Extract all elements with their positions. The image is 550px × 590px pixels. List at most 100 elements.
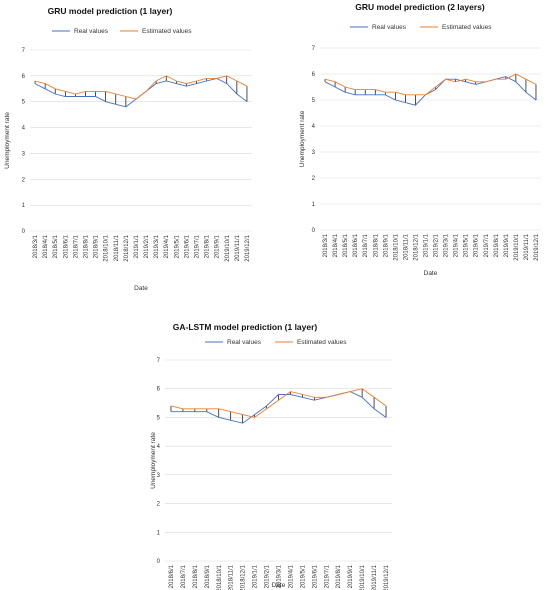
y-tick-label: 4 bbox=[157, 444, 161, 450]
legend-entry: Real values bbox=[372, 24, 407, 31]
series-line bbox=[324, 76, 537, 106]
x-axis-label: Date bbox=[134, 285, 148, 292]
x-tick-label: 2019/5/1 bbox=[300, 564, 306, 588]
series-line bbox=[170, 388, 387, 418]
chart-2: GRU model prediction (2 layers) Real valu… bbox=[299, 2, 541, 277]
x-tick-label: 2018/11/1 bbox=[403, 233, 409, 260]
chart-title: GRU model prediction (1 layer) bbox=[48, 6, 173, 16]
x-tick-label: 2018/9/1 bbox=[383, 233, 389, 257]
x-tick-label: 2019/9/1 bbox=[348, 564, 354, 588]
x-tick-label: 2018/10/1 bbox=[217, 564, 223, 590]
y-tick-label: 6 bbox=[22, 74, 26, 80]
y-tick-label: 4 bbox=[22, 126, 26, 132]
x-tick-label: 2019/1/1 bbox=[253, 564, 259, 588]
chart-title: GA-LSTM model prediction (1 layer) bbox=[173, 322, 318, 332]
x-tick-label: 2019/1/1 bbox=[423, 233, 429, 257]
x-tick-label: 2019/3/1 bbox=[154, 234, 160, 258]
x-tick-label: 2018/5/1 bbox=[343, 233, 349, 257]
y-tick-label: 0 bbox=[312, 228, 316, 234]
y-tick-label: 2 bbox=[157, 502, 161, 508]
x-tick-label: 2018/7/1 bbox=[181, 564, 187, 588]
x-tick-label: 2019/12/1 bbox=[245, 234, 251, 261]
x-tick-label: 2018/9/1 bbox=[205, 564, 211, 588]
x-tick-label: 2019/8/1 bbox=[205, 234, 211, 258]
chart-3: GA-LSTM model prediction (1 layer) Real v… bbox=[150, 322, 392, 590]
legend-entry: Estimated values bbox=[142, 28, 192, 35]
x-tick-label: 2019/11/1 bbox=[372, 564, 378, 590]
x-tick-label: 2018/9/1 bbox=[94, 234, 100, 258]
legend-entry: Real values bbox=[227, 339, 262, 346]
x-tick-label: 2019/6/1 bbox=[184, 234, 190, 258]
y-tick-label: 2 bbox=[22, 177, 26, 183]
y-tick-label: 7 bbox=[157, 358, 161, 364]
chart-1: GRU model prediction (1 layer) Real value… bbox=[4, 6, 252, 292]
x-tick-label: 2019/11/1 bbox=[235, 234, 241, 261]
y-tick-label: 6 bbox=[312, 72, 316, 78]
x-tick-label: 2018/7/1 bbox=[363, 233, 369, 257]
y-tick-label: 7 bbox=[22, 48, 26, 54]
y-tick-label: 3 bbox=[312, 150, 316, 156]
x-tick-label: 2018/11/1 bbox=[229, 564, 235, 590]
y-axis-label: Unemployment rate bbox=[4, 112, 11, 169]
y-tick-label: 7 bbox=[312, 46, 316, 52]
x-tick-label: 2019/7/1 bbox=[324, 564, 330, 588]
x-axis-label: Date bbox=[272, 582, 286, 589]
series-line bbox=[324, 73, 537, 96]
y-tick-label: 5 bbox=[22, 100, 26, 106]
y-axis-label: Unemployment rate bbox=[299, 110, 306, 167]
x-tick-label: 2019/9/1 bbox=[215, 234, 221, 258]
x-tick-label: 2018/8/1 bbox=[193, 564, 199, 588]
x-tick-label: 2018/11/1 bbox=[114, 234, 120, 261]
x-tick-label: 2018/7/1 bbox=[73, 234, 79, 258]
chart-title: GRU model prediction (2 layers) bbox=[355, 2, 485, 12]
x-tick-label: 2019/8/1 bbox=[336, 564, 342, 588]
x-tick-label: 2019/12/1 bbox=[384, 564, 390, 590]
x-tick-label: 2019/6/1 bbox=[312, 564, 318, 588]
x-tick-label: 2019/4/1 bbox=[288, 564, 294, 588]
series-line bbox=[34, 75, 248, 100]
y-tick-label: 1 bbox=[312, 202, 316, 208]
x-tick-label: 2019/12/1 bbox=[534, 233, 540, 260]
x-tick-label: 2018/8/1 bbox=[373, 233, 379, 257]
x-tick-label: 2019/6/1 bbox=[474, 233, 480, 257]
x-tick-label: 2018/4/1 bbox=[333, 233, 339, 257]
x-tick-label: 2019/5/1 bbox=[174, 234, 180, 258]
x-tick-label: 2019/4/1 bbox=[164, 234, 170, 258]
y-axis-label: Unemployment rate bbox=[150, 432, 157, 489]
x-tick-label: 2018/6/1 bbox=[169, 564, 175, 588]
y-tick-label: 1 bbox=[22, 203, 26, 209]
x-tick-label: 2019/7/1 bbox=[484, 233, 490, 257]
x-tick-label: 2018/8/1 bbox=[84, 234, 90, 258]
x-tick-label: 2019/3/1 bbox=[277, 564, 283, 588]
x-tick-label: 2019/2/1 bbox=[144, 234, 150, 258]
y-tick-label: 4 bbox=[312, 124, 316, 130]
x-tick-label: 2019/2/1 bbox=[434, 233, 440, 257]
y-tick-label: 0 bbox=[157, 559, 161, 565]
x-tick-label: 2018/4/1 bbox=[43, 234, 49, 258]
x-tick-label: 2018/12/1 bbox=[413, 233, 419, 260]
x-tick-label: 2018/3/1 bbox=[33, 234, 39, 258]
series-line bbox=[34, 77, 248, 108]
x-tick-label: 2018/12/1 bbox=[241, 564, 247, 590]
y-tick-label: 1 bbox=[157, 530, 161, 536]
x-tick-label: 2019/5/1 bbox=[464, 233, 470, 257]
y-tick-label: 5 bbox=[312, 98, 316, 104]
x-tick-label: 2018/3/1 bbox=[323, 233, 329, 257]
y-tick-label: 6 bbox=[157, 387, 161, 393]
x-axis-label: Date bbox=[424, 270, 438, 277]
x-tick-label: 2019/3/1 bbox=[444, 233, 450, 257]
y-tick-label: 3 bbox=[22, 151, 26, 157]
legend-entry: Estimated values bbox=[297, 339, 347, 346]
x-tick-label: 2019/2/1 bbox=[265, 564, 271, 588]
x-tick-label: 2018/10/1 bbox=[393, 233, 399, 260]
x-tick-label: 2019/1/1 bbox=[134, 234, 140, 258]
x-tick-label: 2018/6/1 bbox=[63, 234, 69, 258]
x-tick-label: 2019/10/1 bbox=[360, 564, 366, 590]
x-tick-label: 2019/7/1 bbox=[195, 234, 201, 258]
x-tick-label: 2019/11/1 bbox=[524, 233, 530, 260]
y-tick-label: 0 bbox=[22, 229, 26, 235]
y-tick-label: 5 bbox=[157, 415, 161, 421]
x-tick-label: 2018/5/1 bbox=[53, 234, 59, 258]
x-tick-label: 2019/9/1 bbox=[504, 233, 510, 257]
y-tick-label: 2 bbox=[312, 176, 316, 182]
